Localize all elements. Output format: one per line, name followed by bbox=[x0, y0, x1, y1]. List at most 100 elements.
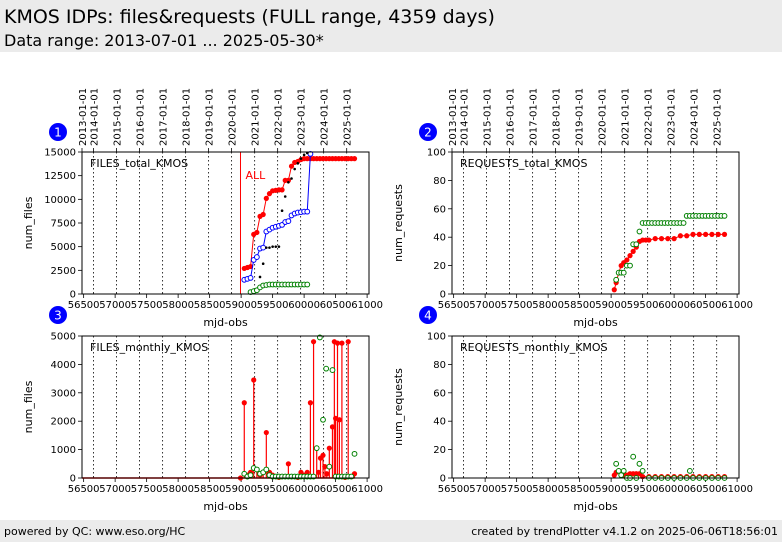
data-point bbox=[324, 471, 330, 477]
data-point bbox=[326, 463, 333, 470]
x-tick-label: 60000 bbox=[288, 484, 320, 495]
x-tick-label: 58500 bbox=[194, 300, 226, 311]
data-point bbox=[721, 213, 728, 219]
y-tick-label: 20 bbox=[433, 445, 446, 456]
data-point bbox=[652, 236, 658, 242]
series-red bbox=[611, 231, 728, 293]
data-point bbox=[263, 429, 269, 436]
x-tick-label: 59500 bbox=[257, 484, 289, 495]
data-point bbox=[690, 231, 696, 237]
data-point bbox=[261, 262, 265, 266]
top-date-tick-label: 2021-01-01 bbox=[621, 88, 632, 146]
x-axis-label: mjd-obs bbox=[203, 316, 248, 329]
x-tick-label: 58000 bbox=[162, 300, 194, 311]
top-date-tick-label: 2017-01-01 bbox=[529, 88, 540, 146]
data-point bbox=[721, 231, 728, 237]
data-point bbox=[285, 461, 291, 467]
data-point bbox=[334, 340, 341, 346]
top-date-tick-label: 2024-01-01 bbox=[320, 88, 331, 146]
data-point bbox=[636, 228, 643, 235]
y-axis-label: num_files bbox=[22, 196, 35, 249]
data-point bbox=[696, 231, 702, 237]
data-point bbox=[326, 445, 332, 451]
series-green bbox=[613, 213, 728, 283]
series-red bbox=[82, 339, 358, 481]
panel-number-badge bbox=[419, 306, 437, 324]
y-tick-label: 5000 bbox=[51, 242, 76, 253]
x-tick-label: 60000 bbox=[658, 300, 690, 311]
data-point bbox=[285, 177, 291, 183]
data-point bbox=[320, 416, 326, 423]
data-point bbox=[671, 236, 677, 242]
data-point bbox=[279, 187, 285, 193]
x-tick-label: 57000 bbox=[469, 484, 501, 495]
top-date-tick-label: 2016-01-01 bbox=[136, 88, 147, 146]
y-tick-label: 20 bbox=[433, 261, 446, 272]
panel-number-badge bbox=[49, 306, 67, 324]
data-point bbox=[302, 153, 306, 157]
data-point bbox=[299, 157, 303, 160]
y-tick-label: 10000 bbox=[44, 195, 76, 206]
data-point bbox=[633, 241, 640, 248]
data-point bbox=[630, 453, 637, 460]
data-point bbox=[613, 276, 620, 283]
x-tick-label: 57500 bbox=[131, 484, 163, 495]
data-point bbox=[263, 466, 270, 473]
x-axis-label: mjd-obs bbox=[203, 500, 248, 513]
page-title: KMOS IDPs: files&requests (FULL range, 4… bbox=[4, 6, 495, 28]
y-axis-label: num_files bbox=[22, 380, 35, 433]
x-tick-label: 57500 bbox=[501, 484, 533, 495]
top-date-tick-label: 2015-01-01 bbox=[483, 88, 494, 146]
data-point bbox=[646, 237, 652, 243]
x-tick-label: 60500 bbox=[320, 484, 352, 495]
data-point bbox=[271, 245, 274, 248]
top-date-tick-label: 2022-01-01 bbox=[274, 88, 285, 146]
data-point bbox=[253, 254, 260, 260]
data-point bbox=[323, 365, 330, 372]
data-point bbox=[247, 472, 254, 479]
data-point bbox=[339, 340, 345, 346]
x-tick-label: 58500 bbox=[564, 300, 596, 311]
data-point bbox=[265, 246, 268, 249]
top-date-tick-label: 2019-01-01 bbox=[575, 88, 586, 146]
plot-frame bbox=[451, 151, 740, 295]
top-date-tick-label: 2018-01-01 bbox=[552, 88, 563, 146]
y-tick-label: 40 bbox=[433, 233, 446, 244]
data-point bbox=[280, 209, 284, 212]
y-tick-label: 15000 bbox=[44, 148, 76, 159]
y-tick-label: 0 bbox=[440, 290, 446, 301]
data-point bbox=[304, 469, 310, 475]
panel-title: REQUESTS_total_KMOS bbox=[460, 157, 587, 170]
data-point bbox=[613, 460, 620, 467]
data-point bbox=[329, 367, 336, 373]
x-tick-label: 56500 bbox=[68, 484, 100, 495]
top-date-tick-label: 2015-01-01 bbox=[113, 88, 124, 146]
x-tick-label: 58000 bbox=[162, 484, 194, 495]
x-tick-label: 59000 bbox=[225, 300, 257, 311]
y-tick-label: 3000 bbox=[51, 388, 76, 399]
data-point bbox=[677, 233, 684, 239]
data-point bbox=[287, 180, 290, 184]
footer-powered-by: powered by QC: www.eso.org/HC bbox=[4, 525, 186, 538]
x-tick-label: 59500 bbox=[627, 484, 659, 495]
series-green bbox=[247, 281, 311, 296]
panel-number-label: 3 bbox=[54, 309, 62, 323]
data-point bbox=[320, 452, 326, 458]
plot-frame bbox=[81, 335, 370, 479]
data-point bbox=[620, 269, 627, 276]
data-point bbox=[263, 195, 269, 201]
x-tick-label: 59000 bbox=[595, 484, 627, 495]
top-date-tick-label: 2014-01-01 bbox=[460, 88, 471, 146]
y-tick-label: 60 bbox=[433, 388, 446, 399]
panel-title: FILES_monthly_KMOS bbox=[90, 341, 208, 354]
data-point bbox=[260, 244, 267, 251]
data-point bbox=[684, 233, 690, 239]
data-point bbox=[686, 468, 693, 474]
top-date-tick-label: 2025-01-01 bbox=[713, 88, 724, 146]
plot-frame bbox=[81, 151, 370, 295]
x-tick-label: 58000 bbox=[532, 300, 564, 311]
y-tick-label: 5000 bbox=[51, 332, 76, 343]
data-point bbox=[630, 248, 636, 254]
data-point bbox=[715, 231, 721, 237]
top-date-tick-label: 2023-01-01 bbox=[667, 88, 678, 146]
